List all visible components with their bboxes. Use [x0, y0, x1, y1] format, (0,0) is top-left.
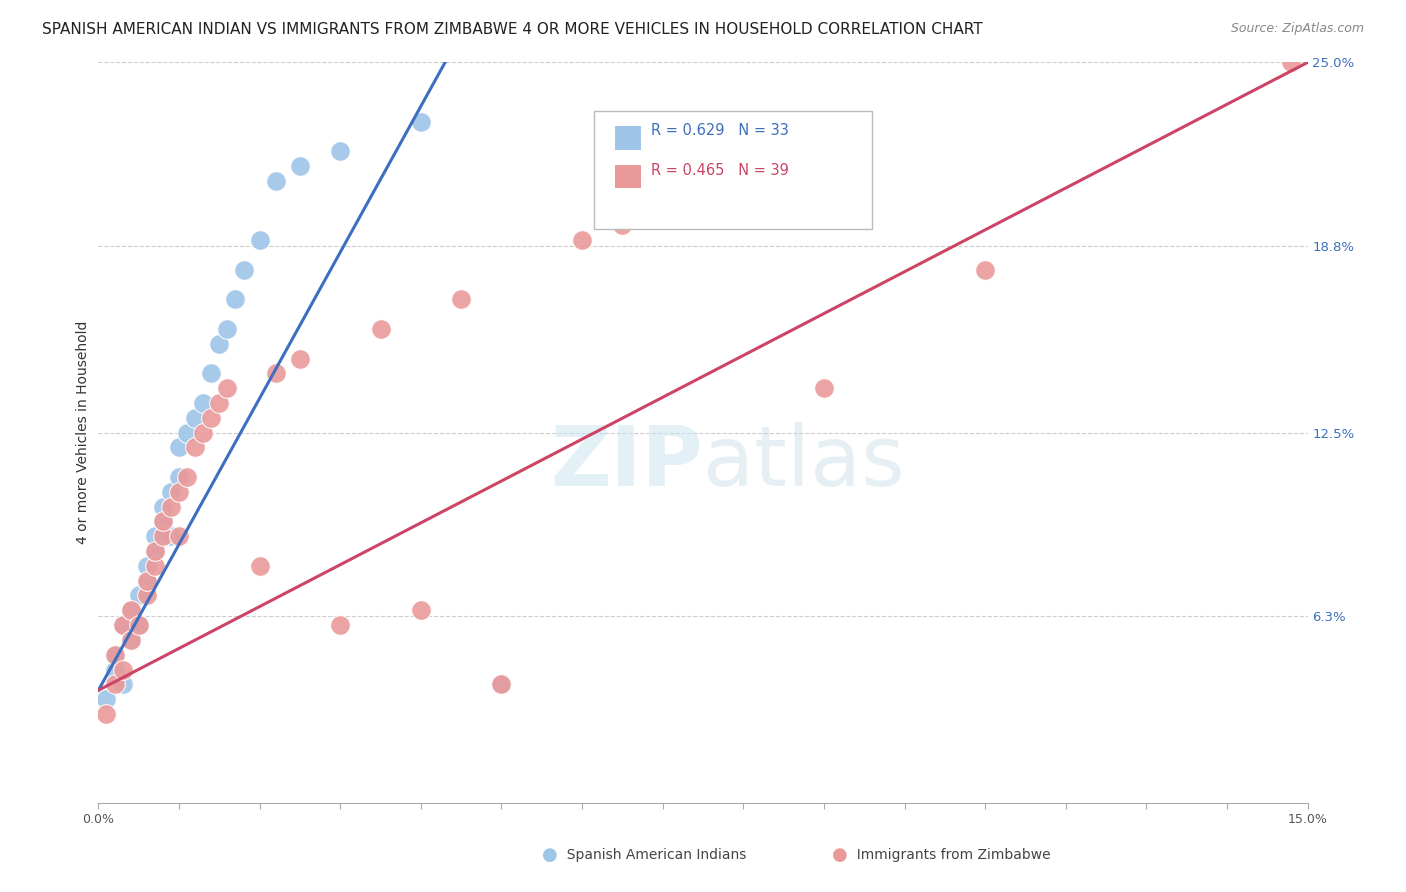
Text: ●: ● — [832, 846, 848, 863]
Point — [264, 367, 287, 381]
Text: SPANISH AMERICAN INDIAN VS IMMIGRANTS FROM ZIMBABWE 4 OR MORE VEHICLES IN HOUSEH: SPANISH AMERICAN INDIAN VS IMMIGRANTS FR… — [42, 22, 983, 37]
Point — [96, 692, 118, 706]
Point — [120, 632, 142, 647]
Point — [103, 648, 125, 662]
Point — [111, 618, 134, 632]
Point — [491, 677, 513, 691]
Point — [176, 470, 198, 484]
Point — [176, 425, 198, 440]
Point — [612, 219, 634, 233]
Point — [143, 529, 166, 543]
Point — [152, 529, 174, 543]
FancyBboxPatch shape — [595, 111, 872, 229]
Text: R = 0.629   N = 33: R = 0.629 N = 33 — [651, 123, 789, 138]
Point — [974, 262, 997, 277]
Y-axis label: 4 or more Vehicles in Household: 4 or more Vehicles in Household — [76, 321, 90, 544]
Point — [128, 618, 150, 632]
Point — [96, 706, 118, 721]
Point — [200, 367, 222, 381]
Point — [409, 114, 432, 128]
Point — [288, 159, 311, 173]
Point — [152, 515, 174, 529]
Text: atlas: atlas — [703, 422, 904, 503]
Point — [184, 410, 207, 425]
Point — [813, 381, 835, 395]
Point — [491, 677, 513, 691]
Point — [329, 618, 352, 632]
Point — [120, 603, 142, 617]
Point — [111, 618, 134, 632]
Point — [160, 484, 183, 499]
Point — [167, 484, 190, 499]
Point — [370, 322, 392, 336]
Text: ●: ● — [543, 846, 558, 863]
Text: Immigrants from Zimbabwe: Immigrants from Zimbabwe — [848, 847, 1050, 862]
Text: R = 0.465   N = 39: R = 0.465 N = 39 — [651, 163, 789, 178]
Point — [193, 396, 215, 410]
Point — [224, 293, 246, 307]
Point — [772, 114, 794, 128]
Point — [135, 558, 157, 573]
Point — [143, 544, 166, 558]
Point — [232, 262, 254, 277]
Point — [208, 396, 231, 410]
Point — [111, 677, 134, 691]
Point — [264, 174, 287, 188]
Point — [128, 618, 150, 632]
Point — [329, 145, 352, 159]
Point — [167, 529, 190, 543]
Point — [143, 544, 166, 558]
Text: Source: ZipAtlas.com: Source: ZipAtlas.com — [1230, 22, 1364, 36]
Point — [103, 677, 125, 691]
Point — [128, 589, 150, 603]
Point — [103, 648, 125, 662]
Point — [208, 336, 231, 351]
Point — [249, 233, 271, 247]
Point — [143, 558, 166, 573]
Point — [160, 500, 183, 514]
Point — [111, 663, 134, 677]
FancyBboxPatch shape — [614, 165, 641, 188]
Point — [160, 529, 183, 543]
Point — [120, 603, 142, 617]
FancyBboxPatch shape — [614, 126, 641, 150]
Point — [217, 381, 239, 395]
Point — [120, 632, 142, 647]
Point — [167, 441, 190, 455]
Point — [733, 145, 755, 159]
Point — [200, 410, 222, 425]
Point — [288, 351, 311, 366]
Text: Spanish American Indians: Spanish American Indians — [558, 847, 747, 862]
Point — [571, 233, 593, 247]
Point — [193, 425, 215, 440]
Point — [450, 293, 472, 307]
Point — [135, 574, 157, 588]
Point — [249, 558, 271, 573]
Point — [135, 574, 157, 588]
Point — [651, 174, 673, 188]
Point — [167, 470, 190, 484]
Point — [184, 441, 207, 455]
Point — [135, 589, 157, 603]
Point — [103, 663, 125, 677]
Point — [409, 603, 432, 617]
Text: ZIP: ZIP — [551, 422, 703, 503]
Point — [152, 500, 174, 514]
Point — [152, 515, 174, 529]
Point — [217, 322, 239, 336]
Point — [1281, 55, 1303, 70]
